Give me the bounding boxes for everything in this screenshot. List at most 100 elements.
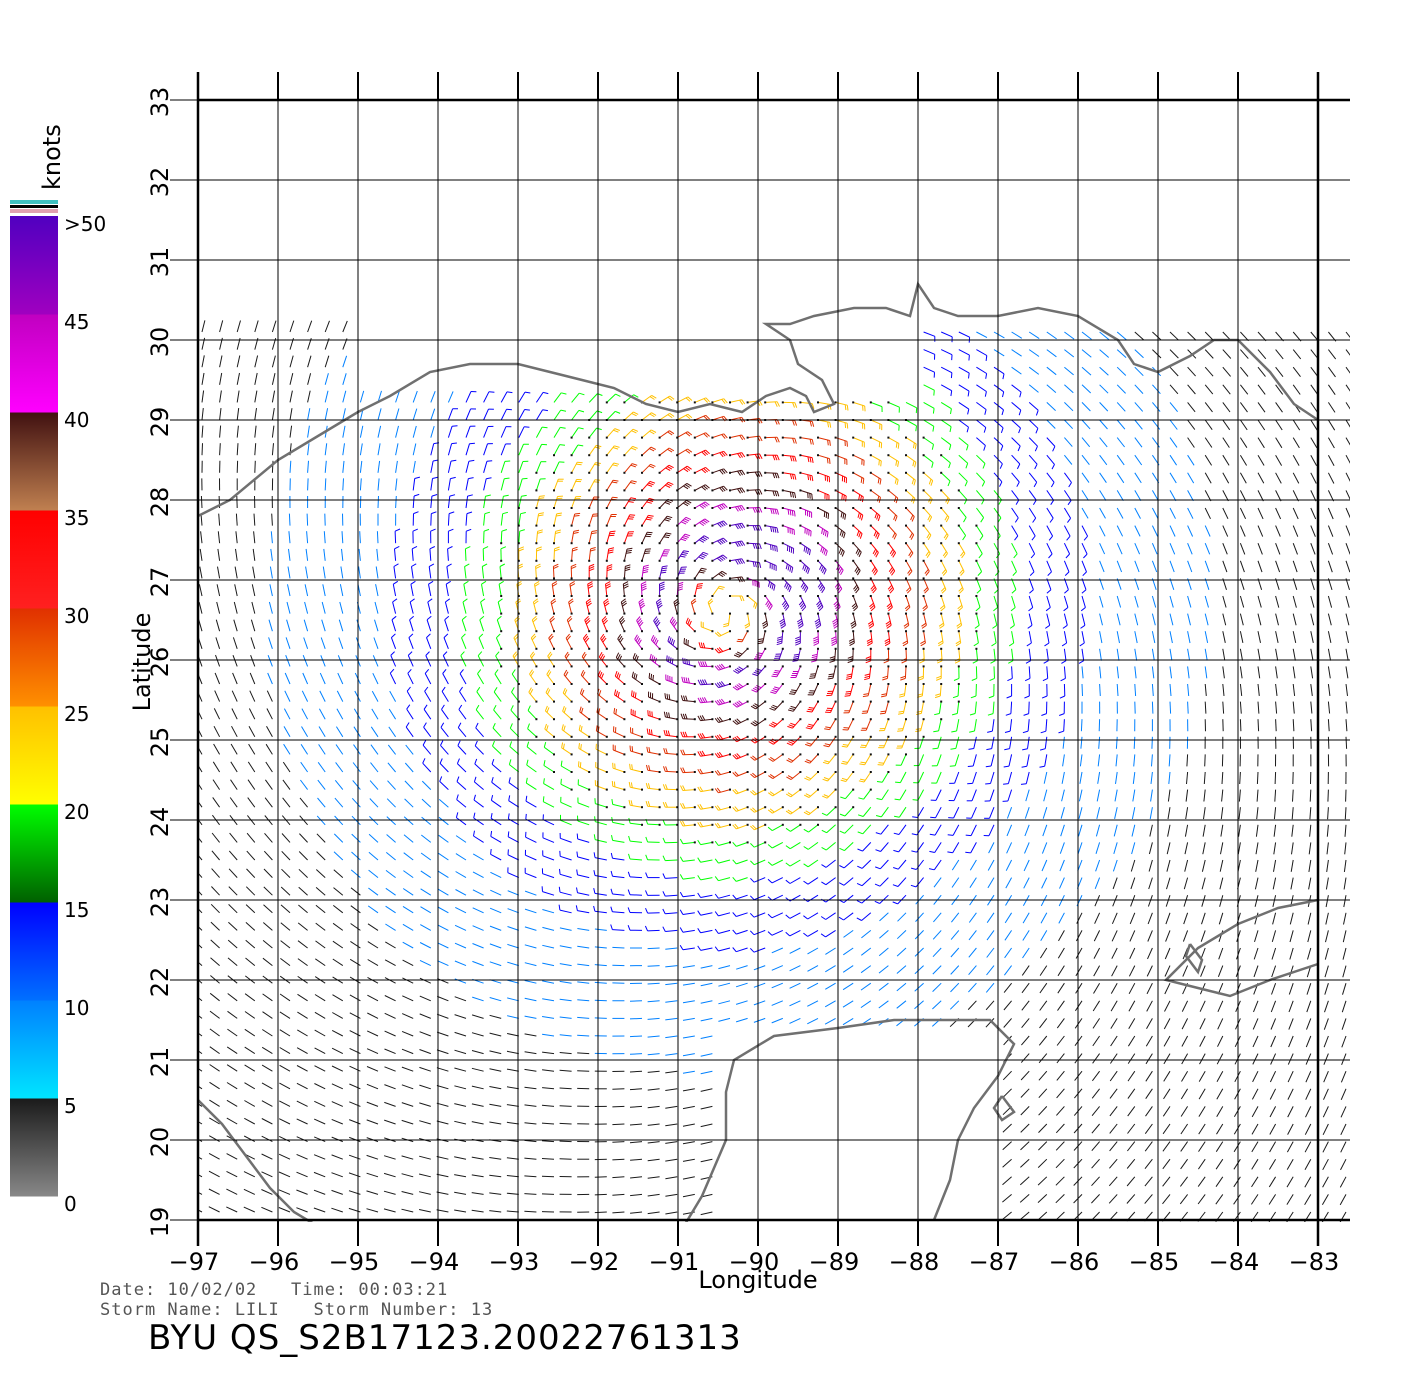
legend-label: 15 [64, 898, 89, 922]
wind-barb [436, 1013, 449, 1019]
wind-barb [208, 1206, 220, 1213]
wind-barb [951, 859, 960, 871]
wind-barb [798, 595, 807, 612]
wind-barb [383, 1190, 396, 1195]
wind-barb [897, 718, 907, 732]
wind-barb [428, 580, 434, 597]
wind-barb [198, 1209, 203, 1213]
wind-barb [577, 963, 590, 967]
wind-barb [349, 1012, 361, 1019]
wind-barb [1185, 807, 1189, 820]
wind-barb [473, 830, 484, 843]
wind-barb [1151, 560, 1158, 573]
wind-barb [1180, 1141, 1189, 1152]
wind-barb [993, 384, 1005, 398]
wind-barb [247, 779, 256, 790]
wind-barb [679, 838, 696, 845]
wind-barb [1040, 719, 1048, 734]
wind-barb [525, 795, 537, 808]
wind-barb [1323, 1088, 1329, 1100]
wind-barb [805, 735, 819, 747]
wind-barb [746, 453, 763, 460]
wind-barb [968, 736, 977, 750]
wind-barb [965, 824, 977, 837]
wind-barb [588, 513, 599, 527]
wind-barb [314, 1100, 326, 1107]
wind-barb [296, 1082, 308, 1090]
wind-barb [280, 922, 291, 931]
wind-barb [732, 823, 749, 830]
wind-barb [483, 460, 493, 473]
wind-barb [746, 489, 763, 495]
wind-barb [1149, 807, 1153, 820]
wind-barb [1024, 807, 1030, 819]
wind-barb [1046, 349, 1057, 358]
wind-barb [848, 630, 855, 647]
wind-barb [785, 929, 801, 937]
wind-barb [1343, 912, 1347, 925]
wind-barb [1204, 507, 1211, 520]
wind-barb [1038, 1070, 1048, 1081]
wind-barb [1257, 437, 1265, 449]
wind-barb [506, 1192, 519, 1195]
wind-barb [1019, 1194, 1030, 1203]
wind-barb [1134, 613, 1139, 626]
wind-barb [838, 912, 854, 921]
wind-barb [251, 584, 256, 597]
wind-barb [1038, 1123, 1048, 1133]
wind-barb [707, 598, 714, 615]
wind-barb [1063, 507, 1072, 523]
wind-barb [630, 727, 643, 738]
wind-barb [367, 994, 379, 1002]
lon-tick-label: −87 [969, 1248, 1020, 1276]
wind-barb [1203, 771, 1206, 785]
wind-barb [665, 1123, 678, 1127]
wind-barb [561, 742, 573, 756]
wind-barb [1218, 912, 1224, 925]
wind-barb [1341, 1035, 1347, 1048]
wind-barb [305, 548, 309, 561]
wind-barb [420, 870, 432, 879]
wind-barb [1042, 824, 1048, 837]
wind-barb [817, 542, 828, 557]
wind-barb [489, 943, 502, 949]
wind-barb [840, 788, 855, 800]
wind-barb [254, 372, 258, 385]
wind-barb [577, 981, 590, 984]
wind-barb [614, 689, 626, 703]
wind-barb [420, 924, 432, 931]
wind-barb [456, 776, 467, 790]
wind-barb [209, 1028, 220, 1037]
wind-barb [427, 598, 433, 614]
wind-barb [369, 780, 379, 790]
wind-barb [471, 1050, 484, 1055]
wind-barb [1044, 631, 1050, 647]
wind-barb [693, 397, 710, 404]
wind-barb [524, 1122, 537, 1125]
wind-barb [301, 690, 309, 702]
wind-barb [483, 477, 492, 491]
wind-barb [436, 1120, 449, 1125]
wind-barb [623, 514, 636, 527]
wind-barb [528, 687, 538, 703]
wind-barb [219, 425, 222, 438]
wind-barb [454, 942, 467, 949]
wind-barb [922, 489, 933, 504]
wind-barb [286, 619, 291, 632]
wind-barb [1151, 683, 1154, 697]
wind-barb [896, 1000, 907, 1009]
wind-barb [647, 1105, 660, 1109]
wind-barb [551, 580, 558, 597]
wind-barb [852, 489, 864, 503]
wind-barb [1251, 1106, 1259, 1118]
wind-barb [1037, 1176, 1048, 1186]
wind-barb [1162, 1176, 1171, 1187]
wind-barb [421, 816, 432, 826]
wind-barb [1340, 1158, 1347, 1171]
wind-barb [683, 638, 696, 650]
wind-barb [1253, 1000, 1259, 1013]
wind-barb [975, 542, 983, 559]
wind-barb [370, 762, 379, 773]
wind-barb [1252, 1035, 1259, 1048]
wind-barb [198, 1050, 203, 1055]
